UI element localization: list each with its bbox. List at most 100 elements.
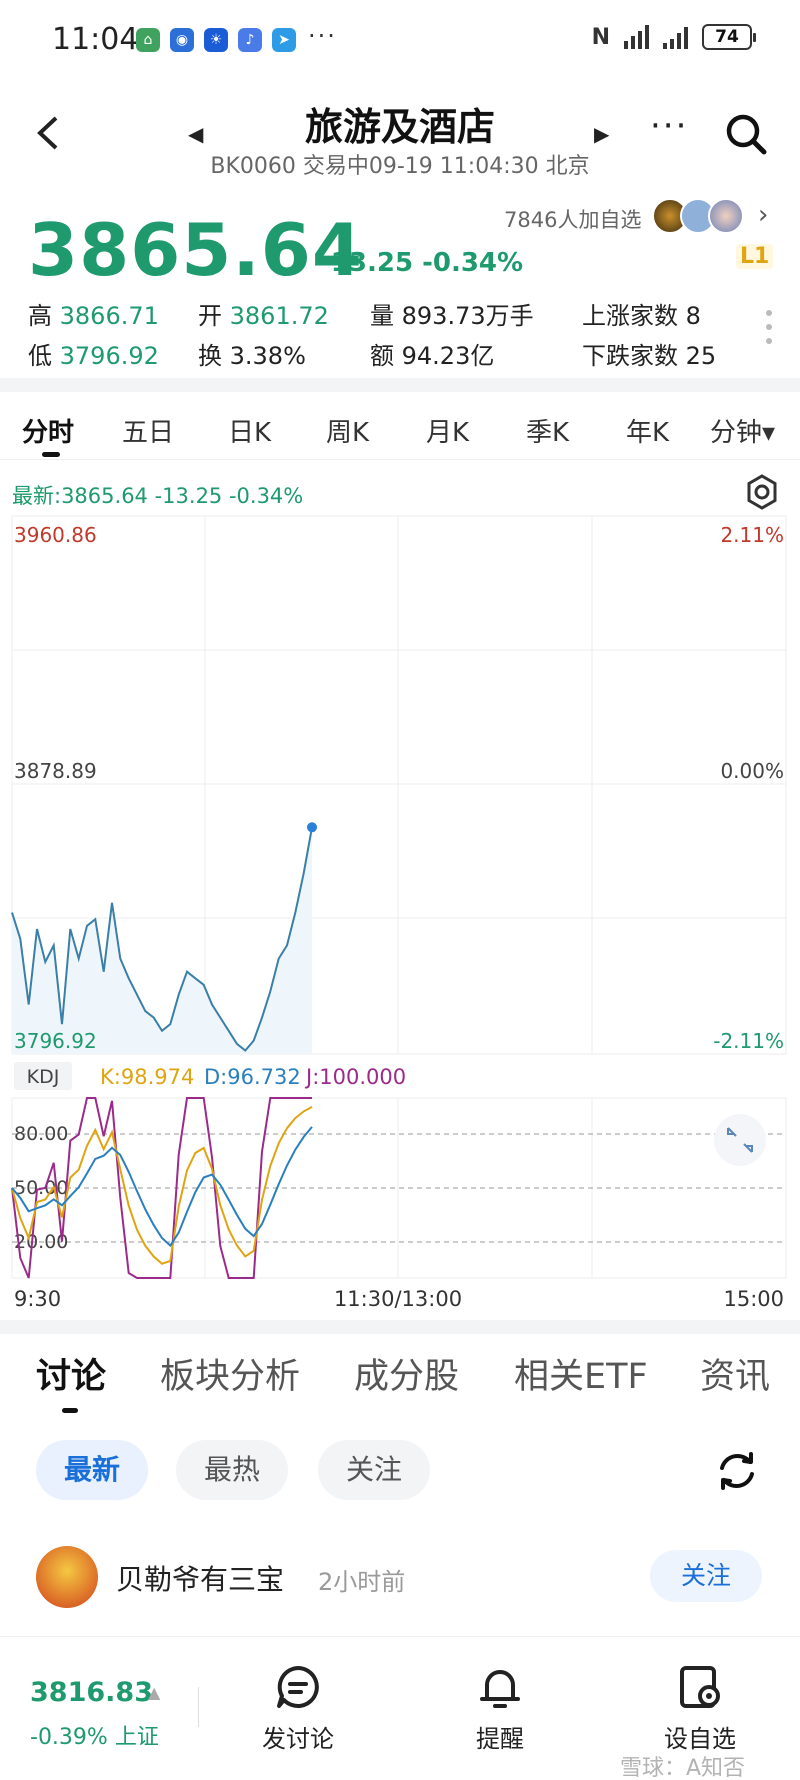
page-title: 旅游及酒店 — [304, 105, 495, 149]
x-label-open: 9:30 — [14, 1287, 61, 1311]
stat-label: 下跌家数 — [582, 342, 678, 370]
y-min-label: 3796.92 — [14, 1029, 97, 1053]
post-discussion-button[interactable]: 发讨论 — [238, 1663, 358, 1754]
index-value[interactable]: 3816.83 — [30, 1677, 153, 1708]
tab-weekly-k[interactable]: 周K — [326, 418, 370, 448]
stat-label: 量 — [370, 302, 394, 330]
bell-icon — [480, 1670, 520, 1708]
notif-more-icon: ··· — [308, 22, 337, 50]
notification-icons: ⌂ ◉ ☀ ♪ ➤ — [136, 28, 296, 52]
last-price-dot — [307, 822, 317, 833]
alert-label: 提醒 — [476, 1725, 524, 1753]
stat-down-count: 下跌家数 25 — [582, 336, 716, 371]
tab-news[interactable]: 资讯 — [700, 1357, 771, 1397]
kdj-k-value: K:98.974 — [100, 1065, 194, 1089]
stat-label: 上涨家数 — [582, 302, 678, 330]
tab-discussion[interactable]: 讨论 — [36, 1357, 107, 1397]
x-label-mid: 11:30/13:00 — [334, 1287, 462, 1311]
tab-monthly-k[interactable]: 月K — [426, 418, 470, 448]
post-author[interactable]: 贝勒爷有三宝 — [116, 1563, 285, 1596]
latest-quote-line: 最新:3865.64 -13.25 -0.34% — [12, 484, 304, 508]
signal-icon-2 — [663, 25, 688, 49]
tab-minute[interactable]: 分钟▾ — [710, 418, 776, 448]
pct-mid-label: 0.00% — [720, 759, 784, 783]
stat-value: 8 — [685, 302, 701, 330]
content-tabs: 讨论 板块分析 成分股 相关ETF 资讯 — [0, 1348, 800, 1413]
more-stats-icon[interactable] — [766, 310, 774, 352]
back-button[interactable] — [28, 108, 68, 158]
notif-app-icon: ➤ — [272, 28, 296, 52]
chip-latest[interactable]: 最新 — [36, 1440, 149, 1500]
chip-following[interactable]: 关注 — [318, 1440, 431, 1500]
page-subtitle: BK0060 交易中09-19 11:04:30 北京 — [210, 154, 590, 179]
followers-count[interactable]: 7846人加自选 — [504, 208, 642, 232]
stat-volume: 量 893.73万手 — [370, 296, 534, 331]
stat-value: 3866.71 — [59, 302, 159, 330]
stat-value: 3861.72 — [229, 302, 329, 330]
notif-app-icon: ◉ — [170, 28, 194, 52]
stat-label: 换 — [198, 342, 222, 370]
price-line — [11, 827, 313, 1052]
index-change[interactable]: -0.39% 上证 — [30, 1725, 159, 1750]
post-time: 2小时前 — [318, 1568, 406, 1596]
section-divider — [0, 1320, 800, 1334]
y-mid-label: 3878.89 — [14, 759, 97, 783]
stat-value: 94.23亿 — [401, 342, 495, 370]
period-tabs: 分时 五日 日K 周K 月K 季K 年K 分钟▾ — [0, 398, 800, 460]
chevron-right-icon[interactable]: › — [758, 200, 769, 230]
tab-daily-k[interactable]: 日K — [228, 418, 272, 448]
kdj-j-line — [11, 1097, 312, 1279]
refresh-icon[interactable] — [714, 1448, 760, 1494]
gear-icon[interactable] — [744, 474, 780, 510]
post-item[interactable]: 贝勒爷有三宝 2小时前 关注 — [0, 1546, 800, 1616]
divider — [198, 1687, 199, 1727]
expand-icon — [727, 1127, 753, 1153]
stat-turnover: 换 3.38% — [198, 336, 306, 371]
tab-constituents[interactable]: 成分股 — [354, 1357, 460, 1397]
tab-five-day[interactable]: 五日 — [122, 418, 175, 448]
stat-value: 25 — [685, 342, 717, 370]
caret-up-icon: ▲ — [148, 1683, 161, 1702]
y-max-label: 3960.86 — [14, 523, 97, 547]
status-bar: 11:04 ⌂ ◉ ☀ ♪ ➤ ··· N 74 — [0, 0, 800, 80]
pct-min-label: -2.11% — [713, 1029, 784, 1053]
avatar[interactable] — [36, 1546, 98, 1608]
kdj-label-bg[interactable] — [14, 1062, 72, 1090]
stat-label: 低 — [28, 342, 52, 370]
price-grid-frame — [11, 515, 787, 1055]
search-icon[interactable] — [724, 112, 768, 156]
stat-value: 3.38% — [229, 342, 306, 370]
kdj-d-value: D:96.732 — [204, 1065, 301, 1089]
chip-hottest[interactable]: 最热 — [176, 1440, 289, 1500]
tab-intraday[interactable]: 分时 — [22, 418, 75, 448]
pct-max-label: 2.11% — [720, 523, 784, 547]
tab-related-etf[interactable]: 相关ETF — [514, 1357, 648, 1397]
more-button[interactable]: ··· — [650, 106, 689, 146]
bottom-action-bar: 3816.83 ▲ -0.39% 上证 发讨论 提醒 设自选 — [0, 1636, 800, 1780]
back-arrow-icon — [37, 116, 58, 150]
stat-value: 893.73万手 — [401, 302, 534, 330]
follow-button[interactable]: 关注 — [650, 1550, 762, 1602]
level-badge[interactable]: L1 — [736, 244, 774, 269]
alert-button[interactable]: 提醒 — [440, 1663, 560, 1754]
notif-app-icon: ⌂ — [136, 28, 160, 52]
intraday-chart[interactable]: 3960.86 3878.89 3796.92 2.11% 0.00% -2.1… — [0, 510, 800, 1320]
stat-open: 开 3861.72 — [198, 296, 329, 331]
next-stock-icon[interactable]: ▶ — [594, 122, 610, 146]
prev-stock-icon[interactable]: ◀ — [188, 122, 204, 146]
music-icon: ♪ — [238, 28, 262, 52]
expand-button[interactable] — [714, 1114, 766, 1166]
stat-high: 高 3866.71 — [28, 296, 159, 331]
x-label-close: 15:00 — [723, 1287, 784, 1311]
battery-icon: 74 — [702, 24, 756, 50]
tab-sector-analysis[interactable]: 板块分析 — [160, 1357, 301, 1397]
stat-value: 3796.92 — [59, 342, 159, 370]
chat-icon — [277, 1666, 319, 1708]
tab-yearly-k[interactable]: 年K — [626, 418, 670, 448]
add-watchlist-button[interactable]: 设自选 — [640, 1663, 760, 1754]
tab-quarterly-k[interactable]: 季K — [526, 418, 570, 448]
follower-avatars[interactable] — [652, 198, 748, 234]
kdj-j-value: J:100.000 — [304, 1065, 406, 1089]
section-divider — [0, 378, 800, 392]
price-area — [12, 827, 312, 1054]
